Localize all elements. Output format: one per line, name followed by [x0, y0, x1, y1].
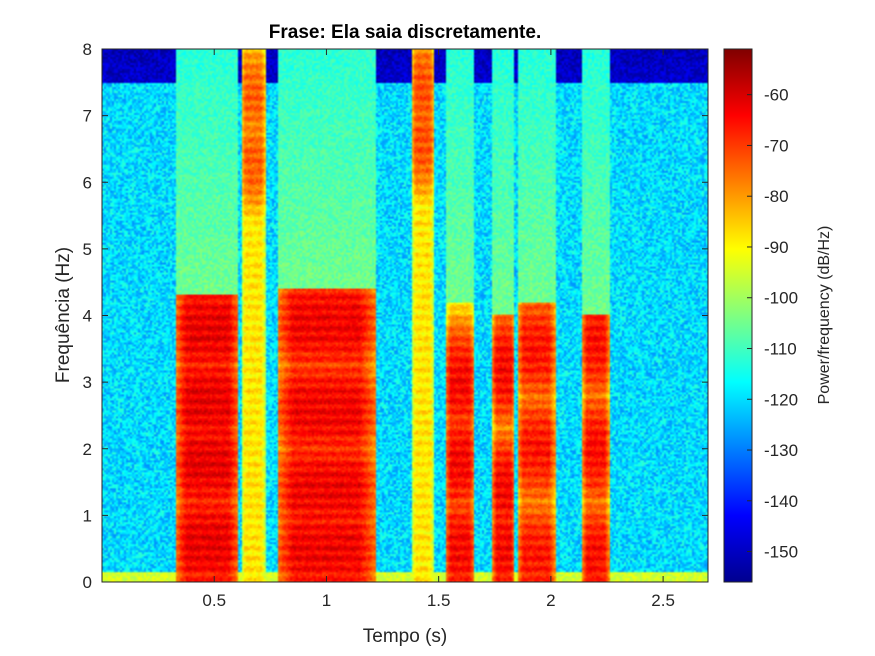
colorbar-tick-label: -90	[764, 238, 789, 257]
y-axis-label: Frequência (Hz)	[53, 247, 74, 383]
colorbar-tick-label: -150	[764, 543, 798, 562]
x-axis-ticks: 0.5 1 1.5 2 2.5	[202, 49, 675, 610]
colorbar-tick-label: -110	[764, 339, 797, 358]
y-tick-label: 6	[83, 173, 92, 192]
colorbar-label: Power/frequency (dB/Hz)	[816, 226, 833, 405]
colorbar-tick-label: -80	[764, 187, 789, 206]
chart-title: Frase: Ela saia discretamente.	[269, 22, 541, 43]
x-axis-label: Tempo (s)	[363, 626, 447, 647]
x-tick-label: 1.5	[427, 591, 451, 610]
x-tick-label: 2.5	[651, 591, 675, 610]
colorbar-tick-label: -130	[764, 441, 798, 460]
y-tick-label: 7	[83, 107, 92, 126]
y-tick-label: 8	[83, 40, 92, 59]
y-tick-label: 2	[83, 440, 92, 459]
colorbar-tick-label: -140	[764, 492, 798, 511]
y-tick-label: 0	[83, 573, 92, 592]
colorbar-ticks: -60 -70 -80 -90 -100 -110 -120 -130 -140 -150	[747, 86, 798, 562]
colorbar-frame	[723, 48, 753, 583]
x-tick-label: 1	[322, 591, 331, 610]
x-tick-label: 0.5	[202, 591, 226, 610]
colorbar	[724, 49, 752, 582]
colorbar-tick-label: -120	[764, 390, 798, 409]
y-axis-ticks: 0 1 2 3 4 5 6 7 8	[83, 40, 708, 592]
y-tick-label: 4	[83, 307, 92, 326]
y-tick-label: 5	[83, 240, 92, 259]
spectrogram-image	[102, 49, 708, 582]
colorbar-tick-label: -70	[764, 136, 789, 155]
y-tick-label: 1	[83, 506, 92, 525]
y-tick-label: 3	[83, 373, 92, 392]
colorbar-tick-label: -100	[764, 289, 798, 308]
x-tick-label: 2	[546, 591, 555, 610]
plot-area	[102, 49, 708, 582]
colorbar-tick-label: -60	[764, 86, 789, 105]
